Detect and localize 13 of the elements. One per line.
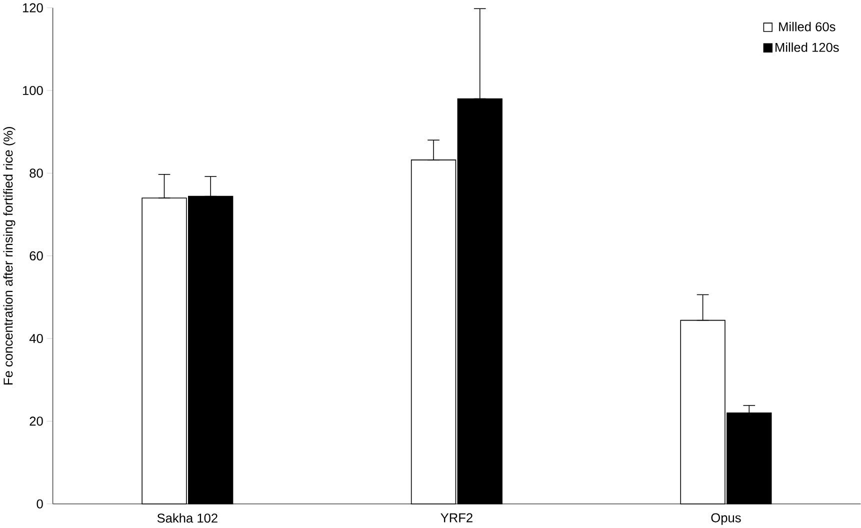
y-tick-label: 120 (22, 3, 43, 12)
y-axis-title: Fe concentration after rinsing fortified rice (%) (3, 126, 16, 384)
y-tick-label: 40 (29, 334, 43, 343)
legend-label: Milled 60s (779, 22, 836, 32)
y-tick-label: 60 (30, 251, 43, 260)
y-tick-label: 100 (22, 86, 43, 95)
x-tick-label: YRF2 (440, 513, 472, 522)
y-tick-label: 0 (36, 499, 43, 508)
y-tick-label: 80 (30, 168, 43, 178)
y-tick-label: 20 (30, 416, 43, 426)
x-tick-label: Opus (711, 513, 741, 525)
legend-label: Milled 120s (776, 42, 839, 52)
x-tick-label: Sakha 102 (157, 513, 218, 523)
